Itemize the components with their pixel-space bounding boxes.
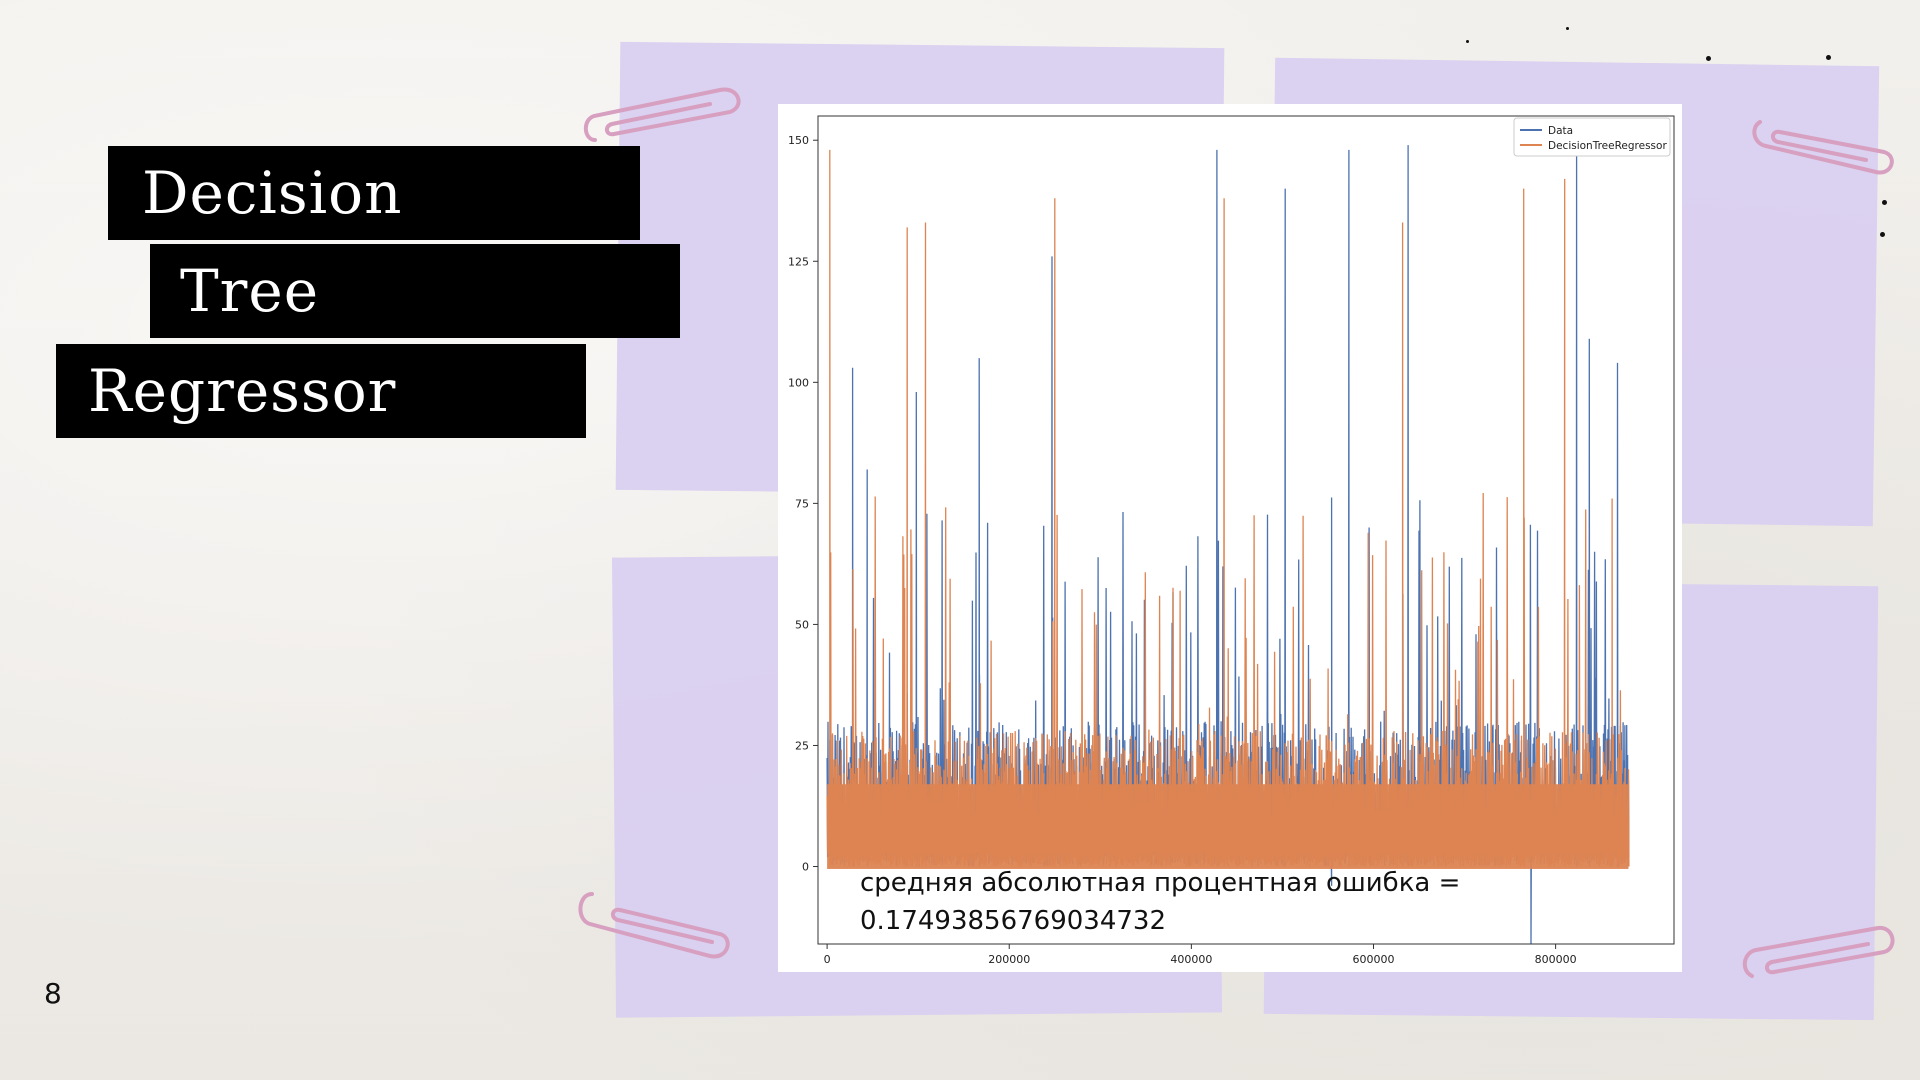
paperclip-icon — [1752, 120, 1894, 175]
mape-label-line-2: 0.17493856769034732 — [860, 906, 1167, 936]
x-tick-label: 200000 — [988, 953, 1030, 966]
decorative-dot — [1566, 27, 1569, 30]
y-tick-label: 125 — [788, 255, 809, 268]
legend-label: DecisionTreeRegressor — [1548, 140, 1667, 152]
y-tick-label: 100 — [788, 376, 809, 389]
y-tick-label: 150 — [788, 134, 809, 147]
title-line-1: Decision — [108, 146, 640, 240]
title-line-2: Tree — [150, 244, 680, 338]
x-tick-label: 600000 — [1352, 953, 1394, 966]
decorative-dot — [1882, 200, 1887, 205]
decorative-dot — [1706, 56, 1711, 61]
decorative-dot — [1880, 232, 1885, 237]
y-tick-label: 75 — [795, 497, 809, 510]
x-tick-label: 800000 — [1535, 953, 1577, 966]
paperclip-icon — [1742, 925, 1895, 978]
plot-frame — [817, 115, 1675, 945]
mape-label: средняя абсолютная процентная ошибка = 0… — [860, 864, 1460, 940]
y-tick-label: 25 — [795, 739, 809, 752]
legend-label: Data — [1548, 125, 1573, 137]
title-line-1-text: Decision — [142, 159, 403, 227]
decorative-dot — [1826, 55, 1831, 60]
x-tick-label: 0 — [824, 953, 831, 966]
chart-card: 0 25 50 75 100 125 150 0 200000 400000 600000 80000… — [778, 104, 1682, 972]
title-line-3: Regressor — [56, 344, 586, 438]
title-line-2-text: Tree — [180, 257, 320, 325]
x-tick-label: 400000 — [1170, 953, 1212, 966]
title-line-3-text: Regressor — [88, 357, 397, 425]
series-decisiontree-band — [827, 784, 1629, 869]
series-decisiontree-line — [826, 149, 1630, 867]
mape-label-line-1: средняя абсолютная процентная ошибка = — [860, 868, 1461, 898]
paperclip-icon — [583, 87, 741, 142]
y-tick-label: 0 — [802, 861, 809, 874]
decorative-dot — [1466, 40, 1469, 43]
legend-box — [1513, 117, 1671, 157]
line-chart: 0 25 50 75 100 125 150 0 200000 400000 600000 80000… — [788, 115, 1675, 966]
paperclip-icon — [578, 892, 730, 959]
y-tick-label: 50 — [795, 618, 809, 631]
slide-number: 8 — [44, 977, 62, 1010]
